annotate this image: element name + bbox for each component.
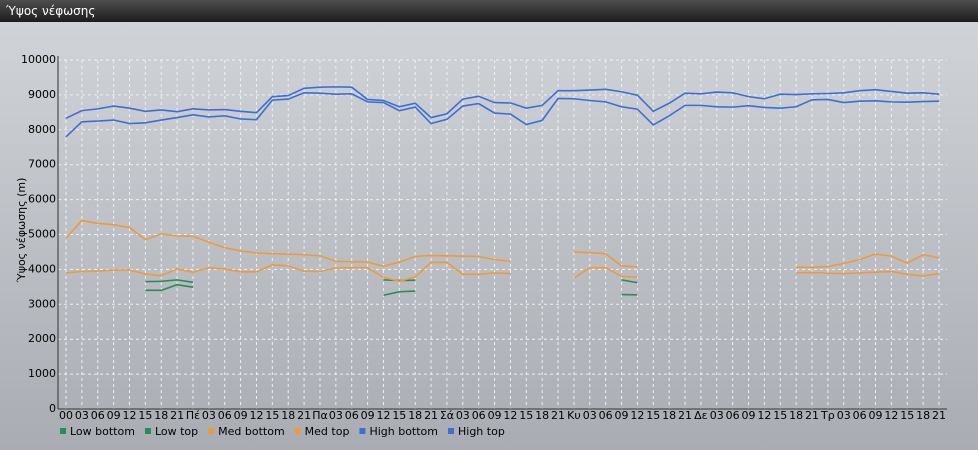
x-tick-label: Δε (694, 409, 708, 422)
y-tick-label: 6000 (28, 193, 56, 206)
x-tick-label: 06 (853, 409, 867, 422)
x-tick-label: Πα (312, 409, 328, 422)
series-line (65, 92, 940, 138)
x-tick-label: 21 (551, 409, 565, 422)
x-tick-label: 21 (424, 409, 438, 422)
y-tick-label: 2000 (28, 332, 56, 345)
series-line (383, 290, 416, 297)
y-tick-label: 3000 (28, 297, 56, 310)
y-tick-label: 9000 (28, 88, 56, 101)
legend-swatch (294, 428, 301, 434)
x-tick-label: 15 (138, 409, 152, 422)
legend-label: Low top (155, 425, 198, 438)
x-tick-label: 21 (805, 409, 819, 422)
x-tick-label: 09 (742, 409, 756, 422)
x-tick-label: 00 (59, 409, 73, 422)
x-tick-label: 12 (884, 409, 898, 422)
x-tick-label: 03 (583, 409, 597, 422)
x-tick-label: 06 (726, 409, 740, 422)
x-tick-label: 15 (646, 409, 660, 422)
y-tick-label: 5000 (28, 228, 56, 241)
x-tick-label: 03 (329, 409, 343, 422)
x-tick-label: 21 (932, 409, 946, 422)
x-tick-label: 18 (916, 409, 930, 422)
x-tick-label: Κυ (567, 409, 581, 422)
x-tick-label: 18 (662, 409, 676, 422)
x-tick-label: 12 (503, 409, 517, 422)
legend-label: Med top (305, 425, 350, 438)
series-line (573, 251, 638, 268)
x-tick-label: 18 (154, 409, 168, 422)
y-tick-label: 7000 (28, 158, 56, 171)
series-line (65, 86, 940, 120)
x-tick-label: 06 (345, 409, 359, 422)
x-tick-label: 15 (773, 409, 787, 422)
series-line (65, 261, 511, 283)
y-tick-label: 0 (49, 402, 56, 415)
x-tick-label: 09 (869, 409, 883, 422)
x-tick-label: 06 (91, 409, 105, 422)
x-tick-label: 15 (265, 409, 279, 422)
x-tick-label: 06 (599, 409, 613, 422)
y-axis-label: Ύψος νέφωσης (m) (15, 178, 28, 284)
chart: Ύψος νέφωσης (m) 0 1000 2000 3000 4000 5000 60… (15, 53, 947, 438)
x-tick-label: 18 (281, 409, 295, 422)
x-tick-label: 12 (376, 409, 390, 422)
x-tick-label: 12 (249, 409, 263, 422)
y-tick-label: 1000 (28, 367, 56, 380)
y-tick-label: 4000 (28, 262, 56, 275)
legend-swatch (144, 428, 151, 434)
x-tick-label: 12 (122, 409, 136, 422)
legend-label: High bottom (369, 425, 438, 438)
x-tick-label: Σά (440, 409, 454, 422)
x-tick-label: 03 (75, 409, 89, 422)
x-tick-label: 21 (678, 409, 692, 422)
legend-swatch (60, 428, 66, 434)
x-tick-label: Τρ (820, 409, 835, 422)
x-tick-label: 15 (392, 409, 406, 422)
x-tick-label: 12 (630, 409, 644, 422)
series-line (621, 279, 638, 284)
legend-swatch (208, 428, 215, 434)
x-tick-label: 21 (170, 409, 184, 422)
series-line (796, 270, 940, 277)
x-tick-label: Πέ (186, 409, 200, 422)
series-line (65, 219, 511, 268)
x-tick-label: 09 (615, 409, 629, 422)
window-title: Ύψος νέφωσης (0, 0, 978, 22)
legend-label: High top (458, 425, 505, 438)
x-tick-label: 09 (107, 409, 121, 422)
x-tick-label: 03 (456, 409, 470, 422)
x-tick-label: 15 (900, 409, 914, 422)
x-tick-label: 06 (218, 409, 232, 422)
y-tick-label: 8000 (28, 123, 56, 136)
series-line (145, 283, 194, 292)
x-tick-label: 06 (472, 409, 486, 422)
series-line (796, 253, 940, 269)
x-tick-label: 18 (789, 409, 803, 422)
legend-label: Med bottom (218, 425, 285, 438)
x-tick-label: 21 (297, 409, 311, 422)
x-tick-label: 09 (488, 409, 502, 422)
legend-label: Low bottom (70, 425, 135, 438)
x-tick-label: 03 (837, 409, 851, 422)
x-tick-label: 09 (234, 409, 248, 422)
x-tick-label: 18 (535, 409, 549, 422)
y-tick-label: 10000 (21, 53, 56, 66)
x-tick-label: 15 (519, 409, 533, 422)
legend-swatch (359, 428, 366, 434)
series-line (145, 279, 194, 284)
legend-swatch (448, 428, 454, 434)
x-tick-label: 03 (202, 409, 216, 422)
series-line (573, 266, 638, 279)
x-tick-label: 12 (757, 409, 771, 422)
x-tick-label: 18 (408, 409, 422, 422)
x-tick-label: 09 (361, 409, 375, 422)
x-tick-label: 03 (710, 409, 724, 422)
